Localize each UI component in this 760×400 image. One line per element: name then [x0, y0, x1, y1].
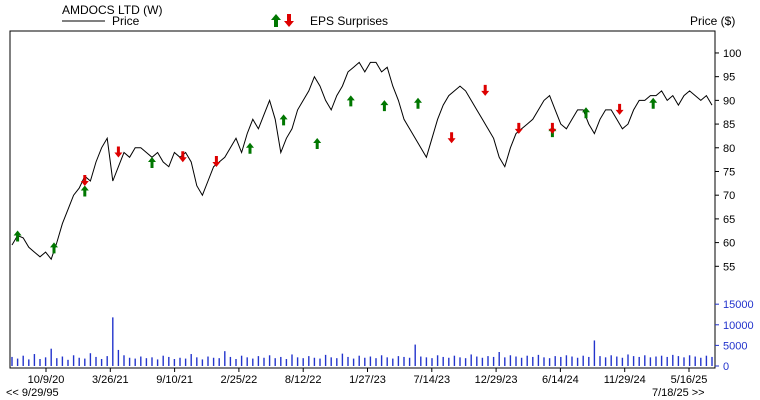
- price-tick-label: 70: [723, 190, 735, 202]
- eps-down-arrow-icon: [514, 122, 523, 134]
- eps-up-arrow-icon: [50, 242, 58, 254]
- price-tick-label: 85: [723, 119, 735, 131]
- eps-surprise-markers: [13, 84, 658, 254]
- eps-down-arrow-icon: [114, 146, 123, 158]
- eps-down-arrow-icon: [178, 151, 187, 163]
- eps-up-arrow-icon: [13, 230, 22, 242]
- date-tick-label: 7/14/23: [413, 374, 450, 386]
- chart-title: AMDOCS LTD (W): [62, 3, 162, 17]
- eps-up-arrow-icon: [246, 142, 254, 154]
- date-tick-label: 2/25/22: [221, 374, 258, 386]
- price-line: [11, 61, 713, 261]
- eps-up-arrow-icon: [649, 97, 658, 109]
- eps-legend-up-arrow-icon: [271, 14, 281, 27]
- start-date-label: << 9/29/95: [6, 387, 59, 399]
- price-tick-label: 80: [723, 143, 735, 155]
- eps-up-arrow-icon: [414, 97, 422, 109]
- eps-down-arrow-icon: [481, 84, 490, 96]
- end-date-label: 7/18/25 >>: [652, 387, 705, 399]
- date-tick-label: 1/27/23: [349, 374, 386, 386]
- eps-legend-down-arrow-icon: [284, 14, 294, 27]
- price-tick-label: 95: [723, 72, 735, 84]
- price-axis: 55 60 65 70 75 80 85 90 95 100: [715, 48, 741, 273]
- eps-up-arrow-icon: [346, 95, 355, 107]
- eps-down-arrow-icon: [548, 122, 557, 134]
- price-tick-label: 60: [723, 238, 735, 250]
- eps-down-arrow-icon: [447, 132, 456, 144]
- volume-tick-label: 0: [723, 361, 729, 373]
- price-tick-label: 75: [723, 166, 735, 178]
- date-tick-label: 10/9/20: [28, 374, 65, 386]
- eps-legend-label: EPS Surprises: [310, 14, 388, 28]
- volume-tick-label: 15000: [723, 299, 754, 311]
- volume-bars: [11, 317, 713, 366]
- price-series: [11, 61, 713, 261]
- date-axis: 10/9/20 3/26/21 9/10/21 2/25/22 8/12/22 1/27/…: [28, 368, 708, 386]
- volume-tick-label: 10000: [723, 320, 754, 332]
- price-tick-label: 55: [723, 261, 735, 273]
- eps-up-arrow-icon: [582, 107, 590, 119]
- price-tick-label: 90: [723, 95, 735, 107]
- volume-axis: 0 5000 10000 15000: [715, 299, 754, 373]
- date-tick-label: 11/29/24: [604, 374, 646, 386]
- eps-up-arrow-icon: [279, 114, 288, 126]
- date-tick-label: 9/10/21: [156, 374, 193, 386]
- price-axis-label: Price ($): [690, 14, 735, 28]
- date-tick-label: 6/14/24: [542, 374, 579, 386]
- eps-up-arrow-icon: [380, 100, 389, 112]
- price-legend-label: Price: [112, 14, 140, 28]
- price-tick-label: 100: [723, 48, 741, 60]
- volume-tick-label: 5000: [723, 340, 747, 352]
- eps-down-arrow-icon: [80, 174, 89, 186]
- eps-down-arrow-icon: [212, 156, 221, 167]
- date-tick-label: 5/16/25: [671, 374, 708, 386]
- date-tick-label: 12/29/23: [475, 374, 518, 386]
- eps-down-arrow-icon: [615, 103, 624, 115]
- price-tick-label: 65: [723, 214, 735, 226]
- date-tick-label: 3/26/21: [92, 374, 129, 386]
- date-tick-label: 8/12/22: [285, 374, 322, 386]
- eps-up-arrow-icon: [313, 138, 322, 150]
- eps-up-arrow-icon: [148, 157, 156, 168]
- plot-frame: [9, 30, 716, 369]
- eps-up-arrow-icon: [80, 185, 89, 197]
